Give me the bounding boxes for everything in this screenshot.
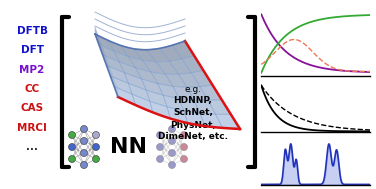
Polygon shape — [159, 45, 182, 61]
Polygon shape — [215, 114, 240, 129]
Polygon shape — [121, 45, 143, 60]
Circle shape — [80, 138, 88, 145]
Circle shape — [156, 132, 164, 139]
Polygon shape — [187, 87, 208, 100]
Circle shape — [92, 132, 100, 139]
Circle shape — [80, 125, 88, 132]
Polygon shape — [169, 59, 191, 74]
Polygon shape — [124, 73, 146, 90]
Circle shape — [80, 149, 88, 156]
Polygon shape — [103, 55, 124, 73]
Circle shape — [156, 143, 164, 150]
Polygon shape — [191, 70, 212, 87]
Text: PhysNet,: PhysNet, — [170, 121, 216, 129]
Text: MRCI: MRCI — [17, 123, 47, 133]
Polygon shape — [108, 40, 129, 57]
Text: CC: CC — [24, 84, 39, 94]
Polygon shape — [146, 48, 169, 62]
Polygon shape — [146, 90, 167, 107]
Circle shape — [168, 149, 176, 156]
Circle shape — [180, 132, 188, 139]
Polygon shape — [184, 111, 205, 126]
Polygon shape — [163, 95, 184, 111]
Polygon shape — [135, 68, 158, 84]
Polygon shape — [114, 51, 135, 68]
Polygon shape — [172, 41, 194, 59]
Polygon shape — [99, 44, 119, 62]
Polygon shape — [158, 84, 179, 99]
Polygon shape — [173, 86, 194, 100]
Circle shape — [168, 125, 176, 132]
Polygon shape — [150, 101, 170, 119]
Polygon shape — [167, 107, 188, 123]
Polygon shape — [165, 74, 187, 87]
Polygon shape — [114, 87, 135, 105]
Text: ...: ... — [26, 142, 38, 152]
Circle shape — [180, 143, 188, 150]
Text: DFTB: DFTB — [17, 26, 47, 36]
Polygon shape — [132, 94, 153, 112]
Text: MP2: MP2 — [20, 65, 45, 75]
Text: DFT: DFT — [21, 45, 44, 55]
Circle shape — [80, 161, 88, 169]
Polygon shape — [143, 60, 165, 74]
Polygon shape — [179, 99, 200, 113]
Text: SchNet,: SchNet, — [173, 108, 213, 118]
Text: NN: NN — [109, 137, 147, 157]
Polygon shape — [110, 76, 132, 94]
Circle shape — [156, 156, 164, 163]
Polygon shape — [129, 83, 150, 101]
Circle shape — [168, 161, 176, 169]
Polygon shape — [156, 61, 179, 74]
Circle shape — [68, 143, 76, 150]
Circle shape — [180, 156, 188, 163]
Polygon shape — [129, 57, 151, 72]
Text: HDNNP,: HDNNP, — [174, 97, 212, 105]
Polygon shape — [200, 113, 223, 128]
Circle shape — [168, 138, 176, 145]
Polygon shape — [151, 72, 173, 86]
Text: CAS: CAS — [20, 103, 44, 113]
Polygon shape — [133, 49, 156, 62]
Polygon shape — [208, 100, 231, 114]
Circle shape — [68, 156, 76, 163]
Text: e.g.: e.g. — [185, 84, 202, 94]
Polygon shape — [179, 73, 200, 87]
Circle shape — [68, 132, 76, 139]
Text: g: g — [361, 88, 367, 97]
Polygon shape — [119, 62, 141, 79]
Polygon shape — [106, 66, 129, 83]
Circle shape — [92, 143, 100, 150]
Polygon shape — [182, 56, 203, 73]
Polygon shape — [141, 79, 163, 95]
Text: t: t — [364, 143, 367, 152]
Circle shape — [92, 156, 100, 163]
Polygon shape — [200, 85, 222, 100]
Polygon shape — [194, 100, 215, 114]
Polygon shape — [95, 34, 114, 51]
Text: DimeNet, etc.: DimeNet, etc. — [158, 132, 228, 142]
